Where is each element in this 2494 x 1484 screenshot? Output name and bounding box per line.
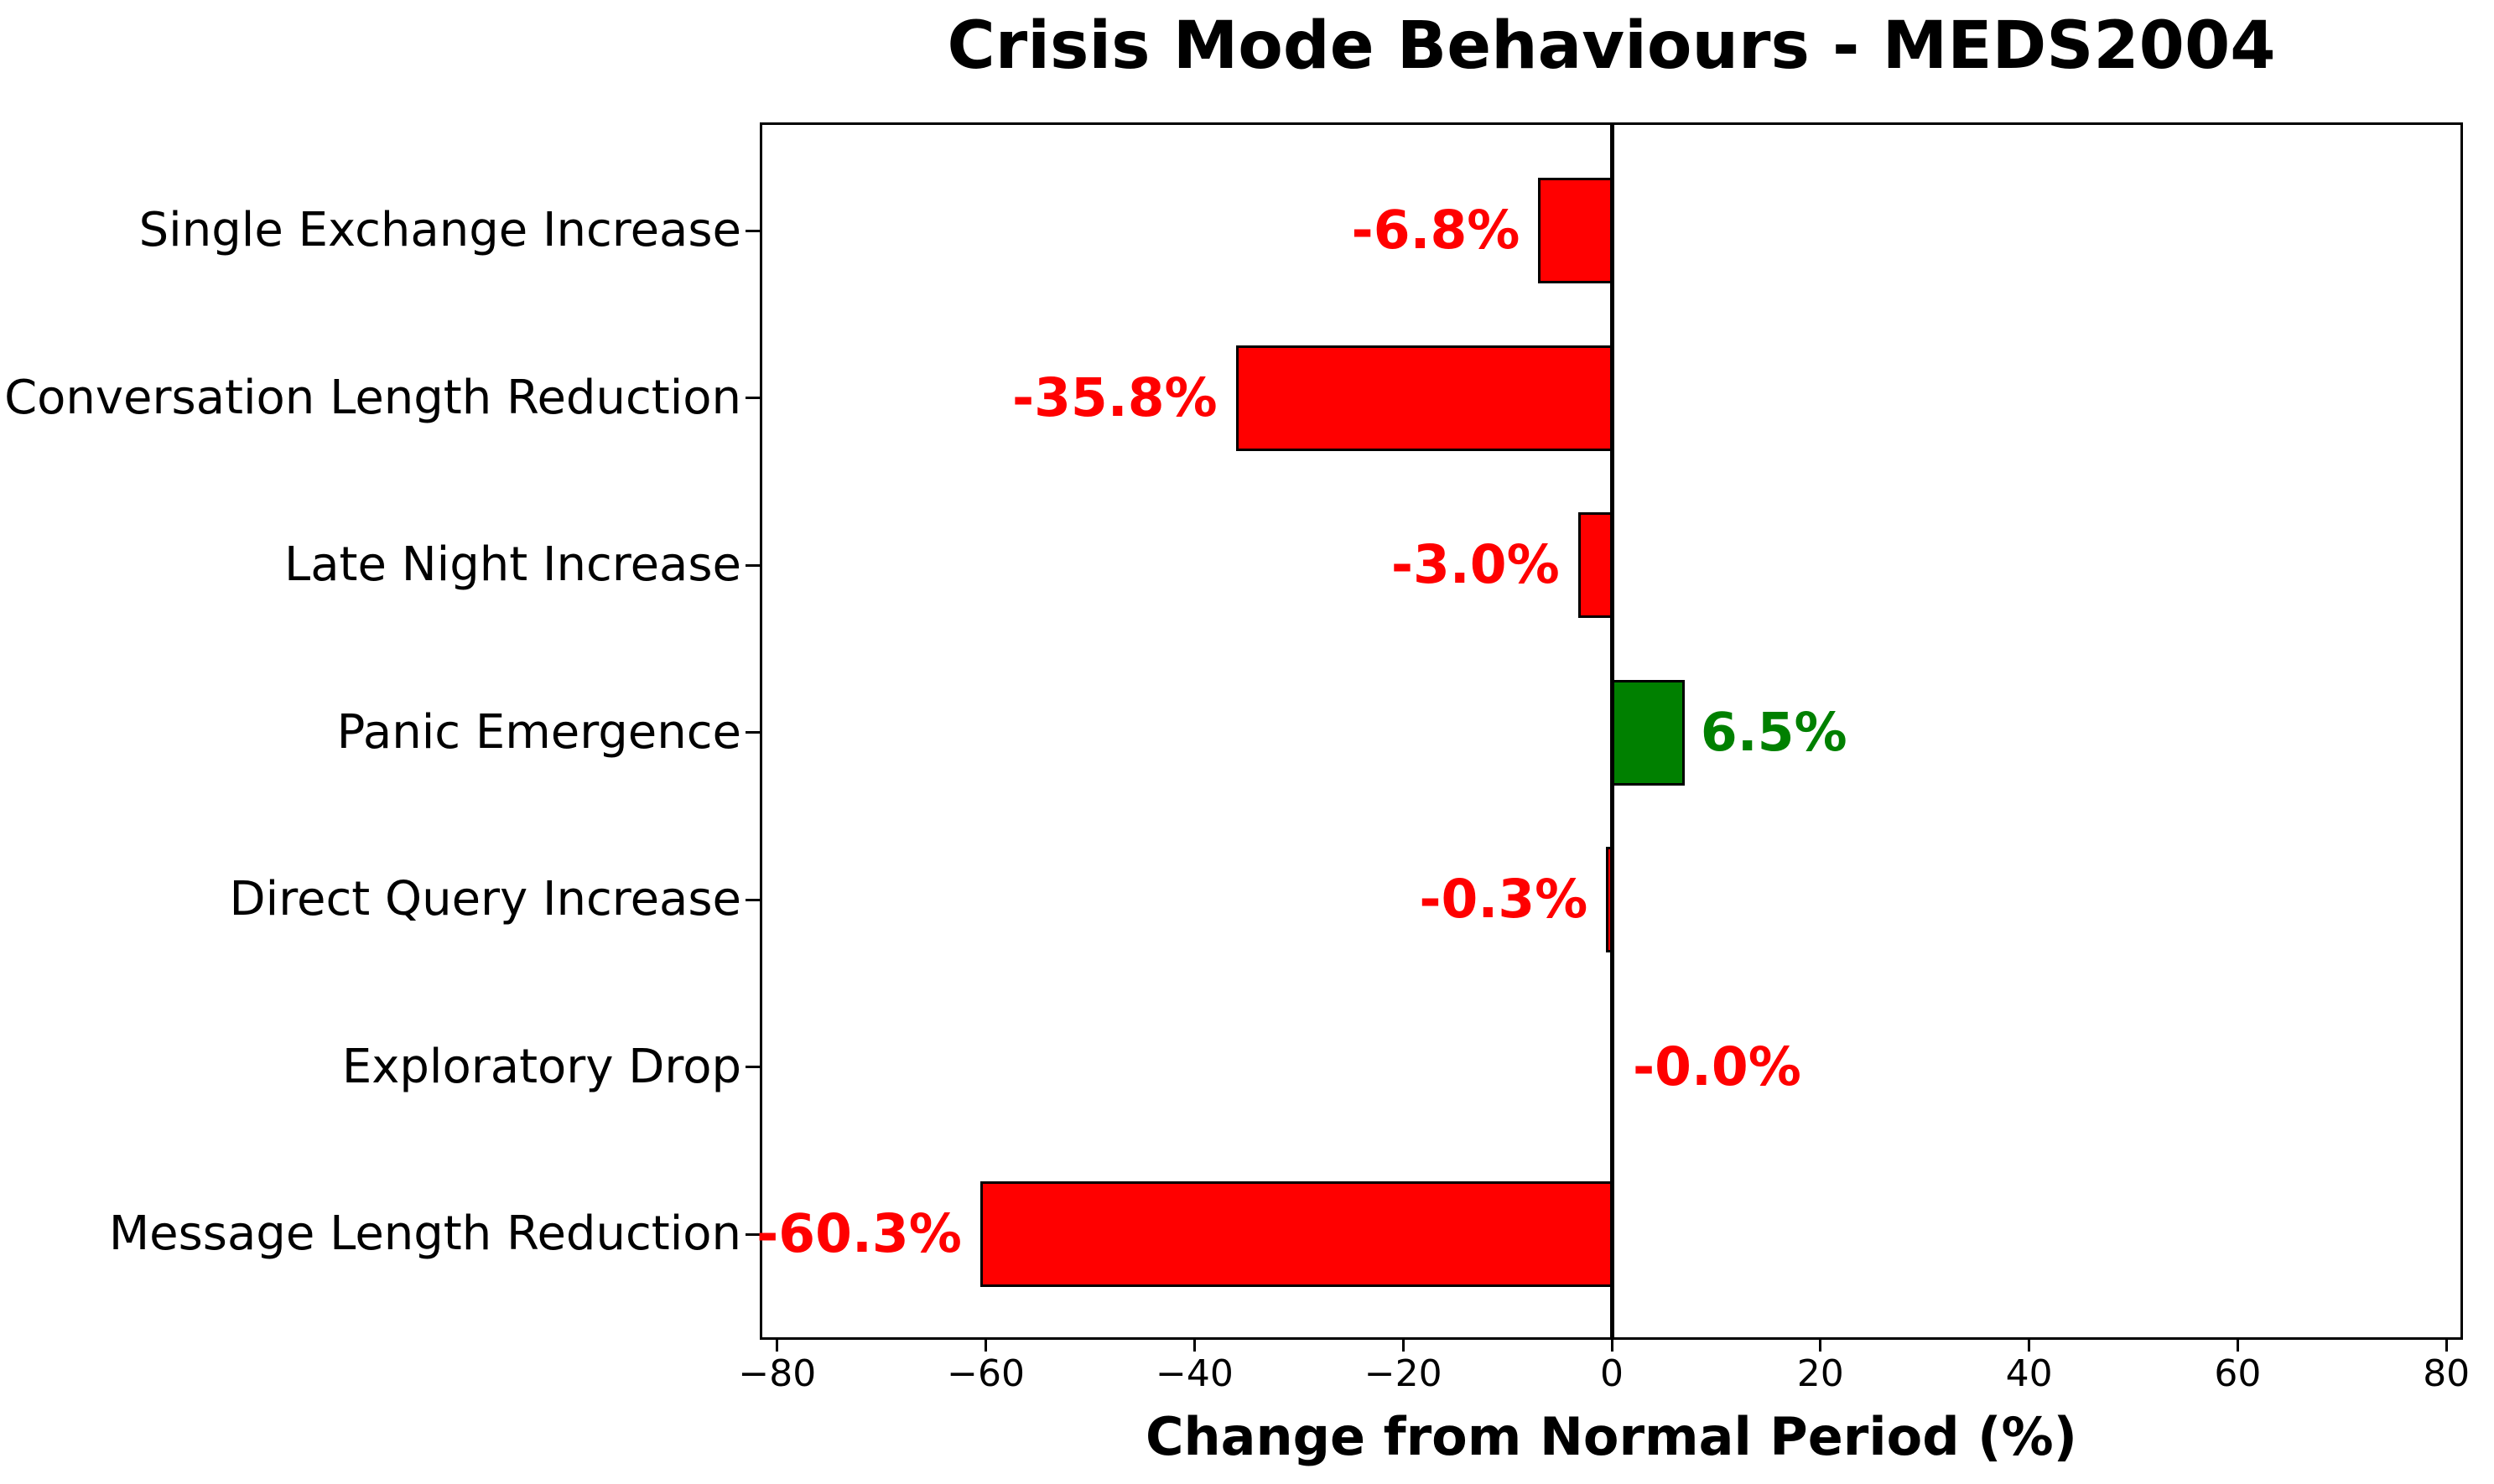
category-label: Single Exchange Increase [138,203,741,257]
bar [1235,345,1614,451]
x-axis-label: Change from Normal Period (%) [1146,1406,2077,1467]
y-tick-mark [746,1232,760,1236]
category-label: Panic Emergence [336,704,741,760]
bar-value-label: -35.8% [1011,366,1218,428]
x-tick-mark [1401,1340,1405,1352]
y-tick-mark [746,731,760,734]
x-tick-label: −60 [947,1352,1026,1395]
y-tick-mark [746,229,760,232]
x-tick-mark [2236,1340,2239,1352]
bar-value-label: -6.8% [1351,200,1520,261]
bar [1538,178,1614,283]
x-tick-label: −40 [1155,1352,1234,1395]
y-tick-mark [746,1066,760,1068]
chart-title: Crisis Mode Behaviours - MEDS2004 [947,8,2276,84]
x-tick-label: 80 [2423,1352,2471,1395]
x-tick-mark [776,1340,779,1352]
bar-value-label: -0.3% [1419,869,1588,930]
x-tick-mark [1819,1340,1822,1352]
bar [1577,512,1614,618]
x-tick-label: 60 [2214,1352,2262,1395]
category-label: Message Length Reduction [108,1206,741,1261]
bar [1612,679,1685,786]
category-label: Conversation Length Reduction [4,370,741,425]
bar-value-label: 6.5% [1700,701,1847,763]
bar-value-label: -60.3% [756,1203,962,1264]
category-label: Direct Query Increase [229,872,741,926]
x-tick-mark [1610,1340,1613,1352]
x-tick-mark [1192,1340,1196,1352]
category-label: Exploratory Drop [341,1039,741,1094]
x-tick-label: −20 [1364,1352,1442,1395]
x-tick-label: −80 [738,1352,817,1395]
bar-value-label: -3.0% [1390,534,1560,595]
y-tick-mark [746,898,760,901]
x-tick-label: 20 [1796,1352,1844,1395]
x-tick-label: 0 [1600,1352,1624,1395]
x-tick-mark [2445,1340,2448,1352]
y-tick-mark [746,397,760,399]
x-tick-mark [985,1340,988,1352]
bar-value-label: -0.0% [1633,1035,1801,1097]
category-label: Late Night Increase [284,537,741,592]
y-tick-mark [746,563,760,567]
bar [979,1181,1614,1287]
x-tick-label: 40 [2005,1352,2053,1395]
zero-axis-line [1610,125,1614,1337]
x-tick-mark [2028,1340,2031,1352]
